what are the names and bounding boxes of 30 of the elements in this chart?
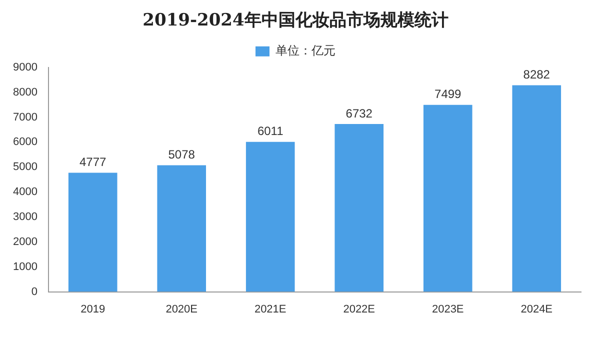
y-tick-label: 3000 <box>12 211 38 224</box>
y-tick-label: 2000 <box>12 236 38 248</box>
data-label: 8282 <box>523 68 550 82</box>
y-tick-label: 6000 <box>12 136 38 148</box>
y-tick-label: 9000 <box>12 61 38 74</box>
y-tick-label: 4000 <box>12 186 38 198</box>
bar <box>423 104 472 292</box>
y-tick-label: 5000 <box>12 161 38 174</box>
x-tick-label: 2019 <box>80 303 106 316</box>
x-tick-label: 2023E <box>432 303 464 316</box>
bar <box>246 142 295 292</box>
x-tick-label: 2021E <box>254 303 286 316</box>
y-tick-label: 8000 <box>12 86 38 98</box>
x-tick-label: 2024E <box>520 303 553 316</box>
bar <box>68 172 118 292</box>
data-label: 6011 <box>257 124 284 138</box>
legend-label: 单位：亿元 <box>276 44 336 58</box>
x-tick-label: 2022E <box>343 303 376 316</box>
data-label: 4777 <box>79 155 107 170</box>
chart-title: 2019-2024年中国化妆品市场规模统计 <box>142 10 448 31</box>
y-tick-label: 7000 <box>12 111 38 124</box>
data-label: 7499 <box>434 87 462 102</box>
bar <box>512 85 562 292</box>
data-label: 5078 <box>168 148 196 162</box>
data-label: 6732 <box>346 106 373 120</box>
bar <box>157 165 206 292</box>
bar <box>334 124 384 292</box>
y-tick-label: 0 <box>31 286 38 298</box>
x-tick-label: 2020E <box>166 303 198 316</box>
y-tick-label: 1000 <box>12 260 38 273</box>
